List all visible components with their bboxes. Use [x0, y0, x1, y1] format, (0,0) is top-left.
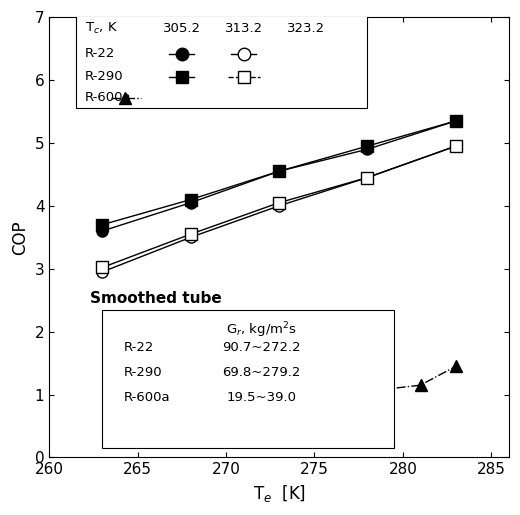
- Y-axis label: COP: COP: [11, 220, 29, 254]
- Text: R-600a: R-600a: [124, 391, 170, 404]
- Text: 305.2: 305.2: [163, 22, 201, 35]
- Text: T$_c$, K: T$_c$, K: [85, 21, 118, 36]
- Text: R-22: R-22: [85, 47, 115, 60]
- Polygon shape: [76, 14, 368, 108]
- Text: Smoothed tube: Smoothed tube: [90, 291, 222, 306]
- Text: 323.2: 323.2: [287, 22, 324, 35]
- Text: 69.8~279.2: 69.8~279.2: [222, 366, 301, 379]
- Text: G$_r$, kg/m$^2$s: G$_r$, kg/m$^2$s: [226, 320, 297, 340]
- Text: 19.5~39.0: 19.5~39.0: [226, 391, 296, 404]
- Text: R-22: R-22: [124, 341, 154, 354]
- Text: R-290: R-290: [124, 366, 162, 379]
- Text: R-600a: R-600a: [85, 91, 131, 104]
- Polygon shape: [102, 310, 394, 448]
- X-axis label: T$_e$  [K]: T$_e$ [K]: [253, 483, 306, 504]
- Text: 90.7~272.2: 90.7~272.2: [222, 341, 301, 354]
- Text: R-290: R-290: [85, 71, 123, 83]
- Text: 313.2: 313.2: [225, 22, 263, 35]
